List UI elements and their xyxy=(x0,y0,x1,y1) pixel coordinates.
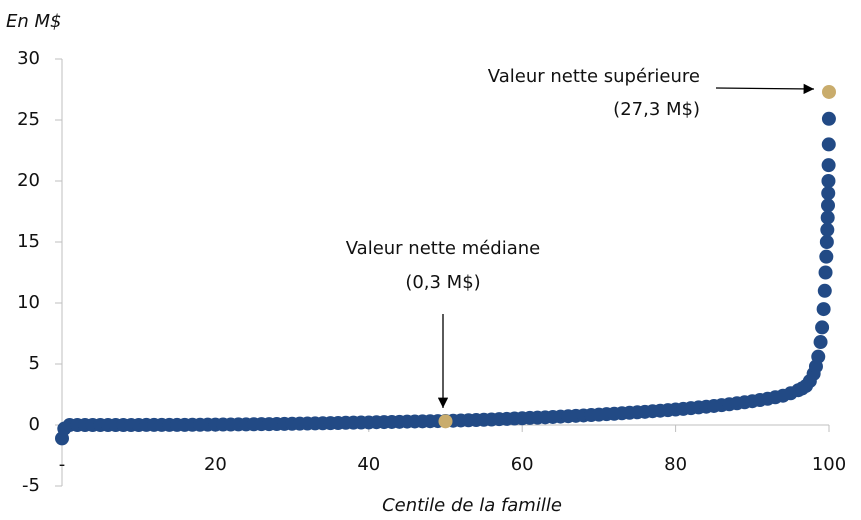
point xyxy=(820,210,835,225)
point xyxy=(821,111,836,126)
y-tick-label: 0 xyxy=(29,414,40,435)
x-axis-label: Centile de la famille xyxy=(382,495,562,516)
point xyxy=(811,349,826,364)
point xyxy=(822,84,836,99)
point xyxy=(821,174,836,188)
x-tick-label: 20 xyxy=(204,454,227,475)
point xyxy=(821,137,836,152)
y-tick-label: 25 xyxy=(17,109,40,130)
point xyxy=(821,158,836,173)
annotation: Valeur nette médiane xyxy=(346,238,541,259)
y-tick-label: 20 xyxy=(17,170,40,191)
point xyxy=(819,249,834,264)
y-tick-label: -5 xyxy=(22,475,40,496)
point xyxy=(819,235,834,249)
y-tick-label: 15 xyxy=(17,231,40,252)
point xyxy=(817,283,832,298)
point xyxy=(820,222,835,237)
x-tick-label: 80 xyxy=(664,454,687,475)
annotation: (27,3 M$) xyxy=(613,99,700,120)
point xyxy=(438,414,453,429)
annotation: (0,3 M$) xyxy=(405,272,480,293)
x-tick-label: 60 xyxy=(511,454,534,475)
y-tick-label: 30 xyxy=(17,48,40,69)
x-tick-label: - xyxy=(59,454,66,475)
annotation: Valeur nette supérieure xyxy=(488,66,700,87)
point xyxy=(813,335,828,350)
point xyxy=(821,198,836,213)
point xyxy=(815,320,830,335)
arrow xyxy=(715,83,815,95)
y-tick-label: 5 xyxy=(29,353,40,374)
point xyxy=(818,265,833,280)
y-tick-label: 10 xyxy=(17,292,40,313)
y-axis-label: En M$ xyxy=(6,11,62,32)
point xyxy=(821,186,836,201)
point xyxy=(816,302,831,317)
x-tick-label: 100 xyxy=(812,454,846,475)
x-tick-label: 40 xyxy=(357,454,380,475)
